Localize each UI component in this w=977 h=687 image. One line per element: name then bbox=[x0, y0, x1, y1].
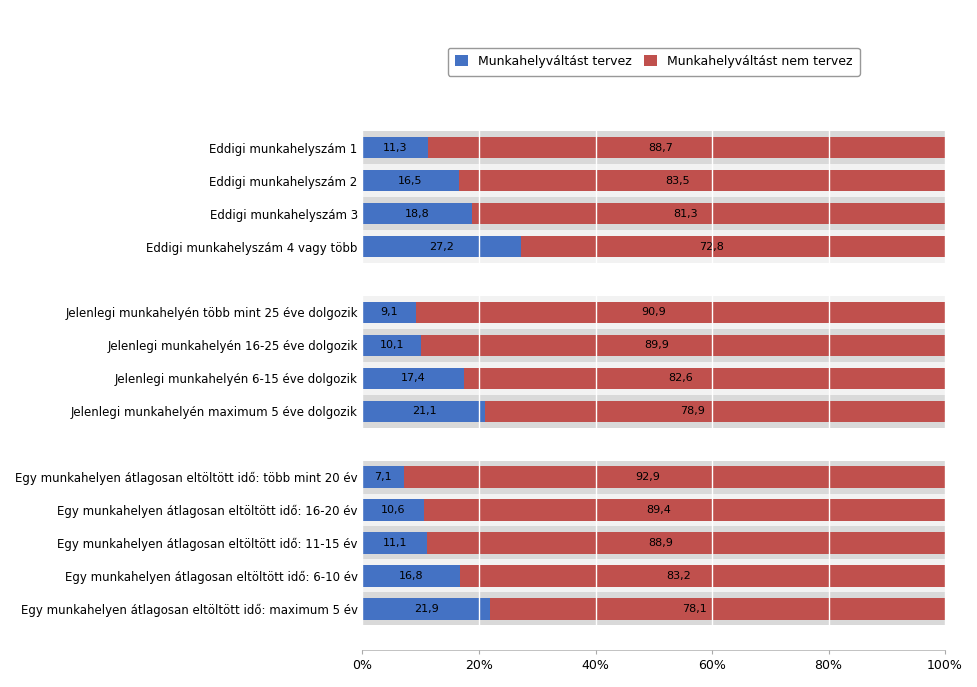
Text: 81,3: 81,3 bbox=[672, 209, 697, 218]
Bar bbox=[362, 329, 944, 362]
Bar bbox=[362, 197, 944, 230]
Bar bbox=[521, 236, 944, 257]
Bar bbox=[362, 335, 421, 356]
Bar bbox=[362, 236, 521, 257]
Text: 18,8: 18,8 bbox=[404, 209, 429, 218]
Text: 7,1: 7,1 bbox=[374, 472, 392, 482]
Bar bbox=[362, 131, 944, 164]
Text: 17,4: 17,4 bbox=[401, 373, 425, 383]
Bar bbox=[421, 335, 944, 356]
Bar bbox=[362, 532, 427, 554]
Legend: Munkahelyváltást tervez, Munkahelyváltást nem tervez: Munkahelyváltást tervez, Munkahelyváltás… bbox=[447, 47, 859, 76]
Bar bbox=[362, 296, 944, 329]
Bar bbox=[362, 368, 463, 389]
Text: 11,1: 11,1 bbox=[382, 538, 406, 548]
Bar bbox=[362, 499, 424, 521]
Bar bbox=[362, 598, 489, 620]
Bar bbox=[362, 203, 472, 225]
Text: 10,1: 10,1 bbox=[379, 340, 404, 350]
Bar bbox=[427, 532, 944, 554]
Text: 90,9: 90,9 bbox=[641, 307, 665, 317]
Bar bbox=[415, 302, 944, 323]
Bar bbox=[458, 170, 944, 192]
Text: 83,2: 83,2 bbox=[665, 571, 690, 581]
Bar bbox=[404, 466, 944, 488]
Bar bbox=[489, 598, 944, 620]
Text: 72,8: 72,8 bbox=[699, 242, 724, 251]
Text: 88,7: 88,7 bbox=[648, 143, 672, 153]
Bar bbox=[362, 164, 944, 197]
Bar bbox=[428, 137, 944, 159]
Bar bbox=[362, 302, 415, 323]
Bar bbox=[362, 466, 404, 488]
Text: 83,5: 83,5 bbox=[664, 176, 689, 185]
Text: 9,1: 9,1 bbox=[380, 307, 398, 317]
Bar bbox=[362, 395, 944, 428]
Bar bbox=[362, 565, 460, 587]
Bar bbox=[362, 460, 944, 493]
Bar bbox=[362, 362, 944, 395]
Text: 78,1: 78,1 bbox=[682, 604, 706, 613]
Text: 88,9: 88,9 bbox=[647, 538, 672, 548]
Text: 16,8: 16,8 bbox=[399, 571, 423, 581]
Bar bbox=[362, 526, 944, 559]
Text: 10,6: 10,6 bbox=[381, 505, 405, 515]
Bar bbox=[485, 401, 944, 422]
Bar bbox=[460, 565, 944, 587]
Text: 78,9: 78,9 bbox=[679, 406, 704, 416]
Text: 89,4: 89,4 bbox=[646, 505, 670, 515]
Bar bbox=[362, 170, 458, 192]
Bar bbox=[424, 499, 944, 521]
Bar bbox=[362, 401, 485, 422]
Text: 92,9: 92,9 bbox=[634, 472, 659, 482]
Bar bbox=[362, 559, 944, 592]
Bar bbox=[472, 203, 945, 225]
Bar bbox=[362, 137, 428, 159]
Text: 82,6: 82,6 bbox=[667, 373, 692, 383]
Text: 16,5: 16,5 bbox=[398, 176, 422, 185]
Text: 89,9: 89,9 bbox=[644, 340, 669, 350]
Bar bbox=[362, 263, 944, 296]
Bar bbox=[362, 493, 944, 526]
Text: 21,1: 21,1 bbox=[411, 406, 436, 416]
Bar bbox=[362, 230, 944, 263]
Text: 27,2: 27,2 bbox=[429, 242, 453, 251]
Bar bbox=[362, 592, 944, 625]
Text: 11,3: 11,3 bbox=[383, 143, 407, 153]
Bar bbox=[362, 428, 944, 460]
Bar bbox=[463, 368, 944, 389]
Text: 21,9: 21,9 bbox=[413, 604, 439, 613]
